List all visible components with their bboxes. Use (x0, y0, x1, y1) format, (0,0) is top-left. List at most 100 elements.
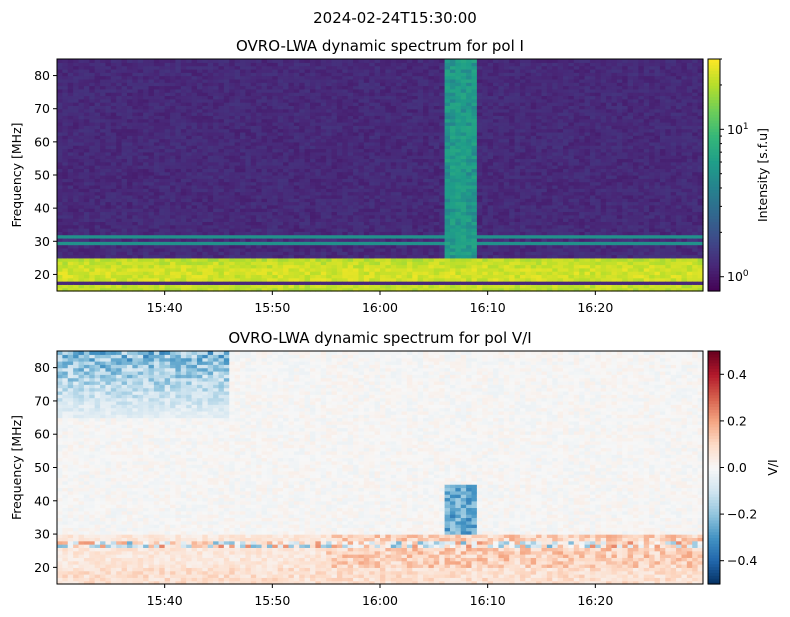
heatmap-cell (105, 198, 112, 203)
heatmap-cell (121, 257, 128, 262)
heatmap-cell (100, 118, 107, 123)
heatmap-cell (121, 98, 128, 103)
heatmap-cell (89, 231, 96, 236)
heatmap-cell (277, 59, 284, 63)
heatmap-cell (175, 208, 182, 213)
heatmap-cell (100, 115, 107, 120)
heatmap-cell (153, 95, 160, 100)
heatmap-cell (159, 191, 166, 196)
heatmap-cell (137, 284, 144, 289)
heatmap-cell (73, 168, 80, 173)
heatmap-cell (186, 247, 193, 252)
heatmap-cell (126, 244, 133, 249)
heatmap-cell (83, 171, 90, 176)
heatmap-cell (94, 281, 101, 285)
heatmap-cell (191, 105, 198, 110)
heatmap-cell (121, 88, 128, 93)
heatmap-cell (132, 72, 139, 77)
heatmap-cell (132, 151, 139, 156)
heatmap-cell (62, 194, 69, 199)
heatmap-cell (137, 231, 144, 236)
heatmap-cell (116, 102, 123, 106)
heatmap-cell (250, 59, 257, 63)
heatmap-cell (116, 218, 123, 222)
heatmap-cell (191, 118, 198, 123)
heatmap-cell (116, 201, 123, 206)
heatmap-cell (191, 277, 198, 282)
heatmap-cell (116, 82, 123, 87)
heatmap-cell (191, 221, 198, 226)
heatmap-cell (137, 267, 144, 272)
heatmap-cell (180, 88, 187, 93)
heatmap-cell (175, 98, 182, 103)
heatmap-cell (175, 264, 182, 269)
heatmap-cell (148, 148, 155, 153)
heatmap-cell (180, 241, 187, 246)
heatmap-cell (116, 284, 123, 289)
heatmap-cell (57, 188, 63, 193)
heatmap-cell (94, 151, 101, 156)
heatmap-cell (94, 121, 101, 126)
heatmap-cell (89, 108, 96, 113)
heatmap-cell (67, 198, 74, 203)
heatmap-cell (170, 224, 177, 229)
heatmap-cell (164, 267, 171, 272)
heatmap-cell (57, 271, 63, 276)
heatmap-cell (94, 145, 101, 150)
heatmap-cell (164, 95, 171, 100)
heatmap-cell (143, 244, 150, 249)
heatmap-cell (153, 78, 160, 83)
heatmap-cell (73, 118, 80, 123)
heatmap-cell (94, 161, 101, 166)
heatmap-cell (105, 78, 112, 83)
heatmap-cell (100, 131, 107, 136)
heatmap-cell (143, 68, 150, 73)
heatmap-cell (105, 281, 112, 285)
heatmap-cell (89, 128, 96, 133)
heatmap-cell (105, 88, 112, 93)
heatmap-cell (105, 277, 112, 282)
heatmap-cell (62, 92, 69, 97)
heatmap-cell (126, 121, 133, 126)
heatmap-cell (126, 175, 133, 179)
heatmap-cell (110, 264, 117, 269)
heatmap-cell (83, 221, 90, 226)
heatmap-cell (180, 231, 187, 236)
heatmap-cell (121, 241, 128, 246)
heatmap-cell (67, 221, 74, 226)
heatmap-cell (153, 208, 160, 213)
heatmap-cell (175, 271, 182, 276)
heatmap-cell (73, 165, 80, 169)
heatmap-cell (73, 151, 80, 156)
heatmap-cell (153, 184, 160, 189)
heatmap-cell (164, 277, 171, 282)
heatmap-cell (170, 112, 177, 116)
heatmap-cell (175, 148, 182, 153)
heatmap-cell (78, 161, 85, 166)
heatmap-cell (148, 254, 155, 259)
heatmap-cell (148, 201, 155, 206)
heatmap-cell (191, 148, 198, 153)
heatmap-cell (94, 237, 101, 242)
heatmap-cell (175, 171, 182, 176)
heatmap-cell (175, 141, 182, 146)
heatmap-cell (121, 108, 128, 113)
heatmap-cell (83, 231, 90, 236)
heatmap-cell (143, 218, 150, 222)
heatmap-cell (67, 231, 74, 236)
heatmap-cell (143, 131, 150, 136)
heatmap-cell (94, 277, 101, 282)
heatmap-cell (67, 68, 74, 73)
heatmap-cell (175, 65, 182, 70)
heatmap-cell (73, 88, 80, 93)
heatmap-cell (180, 145, 187, 150)
heatmap-cell (100, 237, 107, 242)
heatmap-cell (159, 241, 166, 246)
heatmap-cell (73, 237, 80, 242)
heatmap-cell (94, 228, 101, 232)
heatmap-cell (105, 141, 112, 146)
heatmap-cell (67, 181, 74, 186)
heatmap-cell (83, 277, 90, 282)
heatmap-cell (126, 108, 133, 113)
heatmap-cell (89, 237, 96, 242)
